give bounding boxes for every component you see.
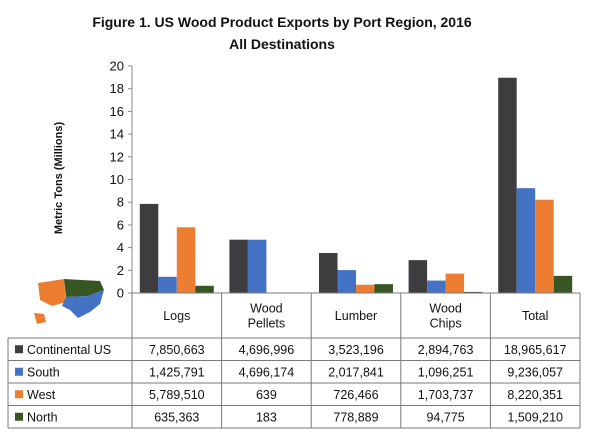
data-label: 2,017,841	[328, 365, 384, 379]
data-label: 18,965,617	[504, 343, 567, 357]
bar-south-lumber	[337, 270, 356, 293]
bar-west-logs	[176, 227, 196, 293]
data-label: 183	[256, 410, 277, 424]
bar-continental-us-wood-chips	[408, 260, 428, 293]
y-tick-label: 18	[110, 81, 124, 96]
bar-west-wood-chips	[445, 273, 465, 293]
series-label: West	[27, 388, 56, 402]
category-label: Logs	[163, 309, 190, 323]
bar-continental-us-lumber	[319, 253, 338, 293]
data-label: 7,850,663	[149, 343, 205, 357]
bar-continental-us-logs	[139, 203, 159, 293]
data-label: 5,789,510	[149, 388, 205, 402]
data-label: 726,466	[333, 388, 378, 402]
data-label: 3,523,196	[328, 343, 384, 357]
map-alaska	[34, 313, 46, 324]
category-label: Wood Pellets	[248, 302, 286, 331]
bar-north-wood-chips	[464, 291, 483, 293]
category-label: Total	[522, 309, 548, 323]
category-label: Wood Chips	[429, 302, 461, 331]
chart-subtitle: All Destinations	[229, 36, 335, 52]
bar-south-wood-pellets	[247, 239, 267, 293]
bar-south-logs	[158, 276, 177, 293]
series-label: Continental US	[27, 343, 111, 357]
bar-north-logs	[195, 285, 214, 293]
bar-north-total	[553, 275, 573, 293]
y-tick-label: 2	[117, 263, 124, 278]
series-label: North	[27, 410, 58, 424]
data-label: 94,775	[426, 410, 464, 424]
legend-key	[15, 367, 23, 376]
y-tick-label: 12	[110, 149, 124, 164]
bar-south-total	[516, 188, 536, 293]
y-tick-label: 20	[110, 59, 124, 74]
bar-south-wood-chips	[427, 280, 446, 293]
bar-continental-us-total	[498, 77, 517, 293]
data-label: 1,425,791	[149, 365, 205, 379]
data-label: 8,220,351	[507, 388, 563, 402]
data-label: 4,696,996	[239, 343, 295, 357]
y-tick-label: 6	[117, 217, 124, 232]
data-label: 2,894,763	[418, 343, 474, 357]
y-tick-label: 0	[117, 286, 124, 301]
data-label: 9,236,057	[507, 365, 563, 379]
legend-key	[15, 412, 23, 421]
bar-north-lumber	[374, 284, 393, 293]
series-label: South	[27, 365, 60, 379]
legend-key	[15, 345, 23, 354]
data-table: Logs Wood Pellets Lumber Wood Chips Total Conti…	[7, 292, 581, 429]
y-axis-label: Metric Tons (Millions)	[53, 122, 65, 235]
bars	[139, 77, 573, 293]
data-label: 635,363	[154, 410, 199, 424]
bar-west-total	[535, 199, 554, 293]
bar-continental-us-wood-pellets	[229, 239, 248, 293]
axes: 0 2 4 6 8 10 12 14 16 18 20	[110, 59, 133, 301]
y-tick-label: 16	[110, 104, 124, 119]
data-label: 1,096,251	[418, 365, 474, 379]
category-label: Lumber	[335, 309, 377, 323]
y-tick-label: 8	[117, 195, 124, 210]
legend-key	[15, 390, 23, 399]
map-west-region	[38, 279, 66, 306]
data-label: 1,703,737	[418, 388, 474, 402]
chart-title: Figure 1. US Wood Product Exports by Por…	[92, 14, 472, 30]
data-label: 1,509,210	[507, 410, 563, 424]
y-tick-label: 4	[117, 240, 124, 255]
bar-west-lumber	[356, 284, 375, 293]
map-south-region	[62, 290, 104, 318]
y-tick-label: 10	[110, 172, 124, 187]
y-tick-label: 14	[110, 127, 124, 142]
data-label: 639	[256, 388, 277, 402]
data-label: 4,696,174	[239, 365, 295, 379]
data-label: 778,889	[333, 410, 378, 424]
us-map-icon	[34, 279, 104, 324]
map-north-region	[64, 279, 104, 297]
